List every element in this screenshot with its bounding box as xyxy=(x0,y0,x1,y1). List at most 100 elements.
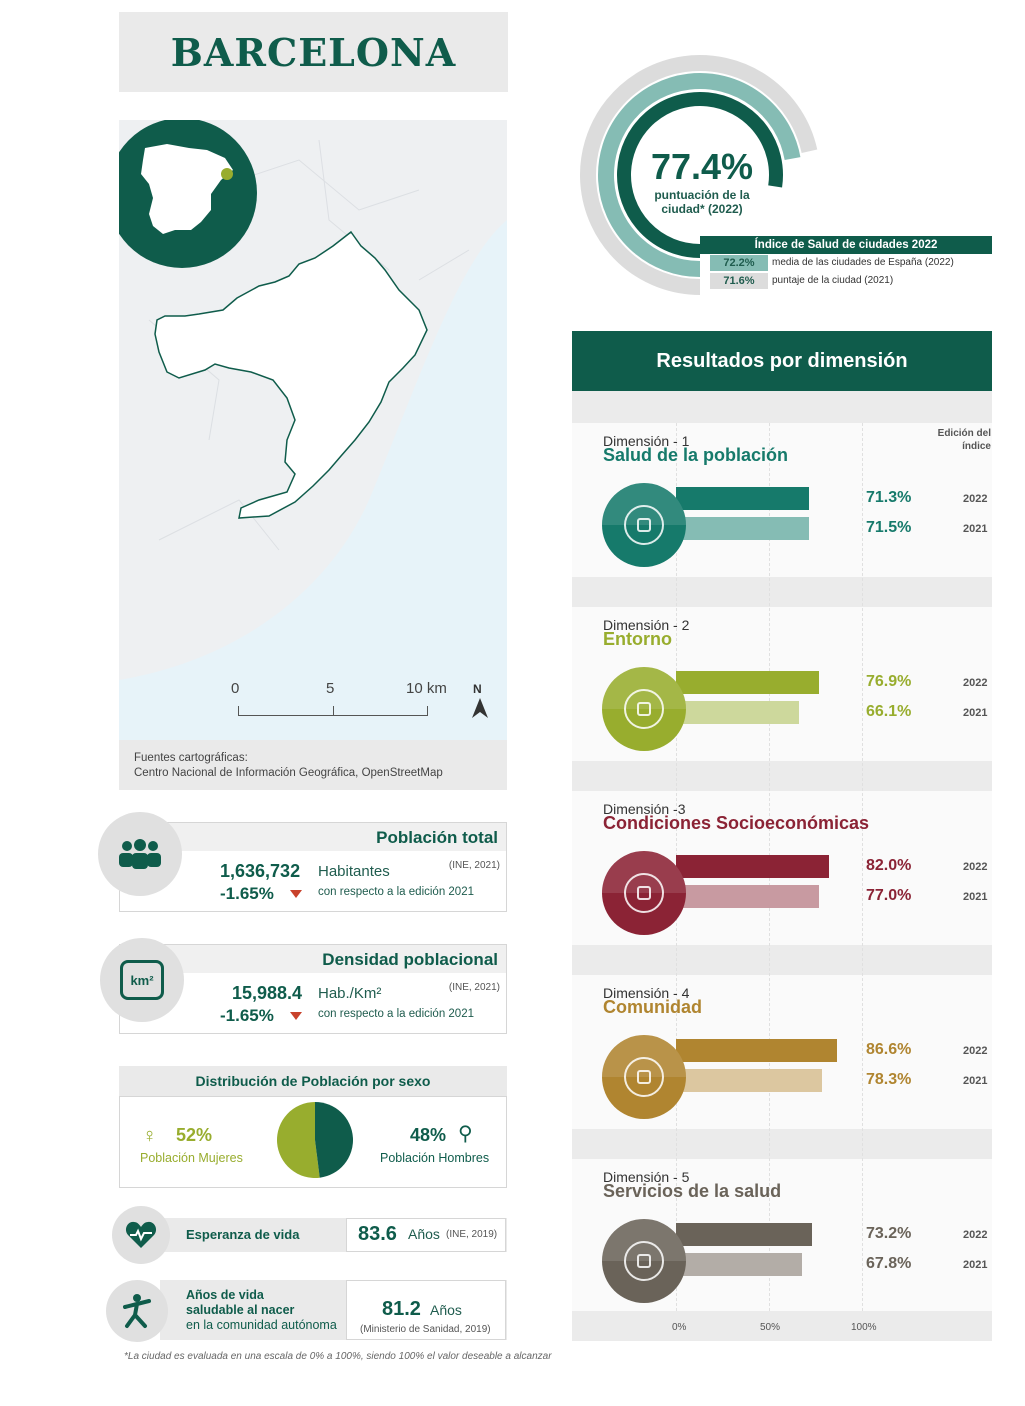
yoga-icon xyxy=(106,1280,168,1342)
value-label-2021: 67.8% xyxy=(866,1255,912,1272)
healthy-label-2: saludable al nacer xyxy=(186,1303,295,1317)
down-arrow-icon xyxy=(290,1012,302,1020)
index-rings xyxy=(575,50,825,300)
healthy-unit: Años xyxy=(430,1302,462,1318)
bar-2021 xyxy=(676,885,820,908)
life-label: Esperanza de vida xyxy=(186,1227,300,1242)
edition-label-2: índice xyxy=(962,441,991,452)
people-icon xyxy=(98,812,182,896)
bar-2022 xyxy=(676,1039,838,1062)
down-arrow-icon xyxy=(290,890,302,898)
year-label-2021: 2021 xyxy=(963,891,988,903)
population-change: -1.65% xyxy=(220,884,274,903)
dimension-name: Entorno xyxy=(603,629,672,649)
life-unit: Años xyxy=(408,1226,440,1242)
edition-label-1: Edición del xyxy=(937,428,991,439)
axis-tick-0: 0% xyxy=(672,1322,687,1333)
year-label-2021: 2021 xyxy=(963,1259,988,1271)
community-network-icon xyxy=(602,1035,686,1119)
results-title: Resultados por dimensión xyxy=(572,331,992,391)
value-label-2021: 66.1% xyxy=(866,703,912,720)
value-label-2021: 78.3% xyxy=(866,1071,912,1088)
life-value: 83.6 xyxy=(358,1223,397,1245)
money-cycle-icon xyxy=(602,851,686,935)
male-pct: 48% xyxy=(410,1125,447,1145)
density-source: (INE, 2021) xyxy=(448,982,500,993)
density-change: -1.65% xyxy=(220,1006,274,1025)
male-icon: ⚲ xyxy=(458,1123,473,1145)
scale-tick xyxy=(333,706,334,716)
dimension-label: Dimensión - 2 xyxy=(603,617,690,633)
map-source-line2: Centro Nacional de Información Geográfic… xyxy=(134,767,443,779)
life-source: (INE, 2019) xyxy=(446,1229,498,1240)
female-icon: ♀ xyxy=(142,1125,157,1147)
value-label-2021: 77.0% xyxy=(866,887,912,904)
pie-slice-male xyxy=(315,1102,353,1178)
city-2021-label: puntaje de la ciudad (2021) xyxy=(772,275,894,286)
density-card: Densidad poblacional 15,988.4 Hab./Km² (… xyxy=(119,944,507,1034)
value-label-2022: 86.6% xyxy=(866,1041,912,1058)
year-label-2022: 2022 xyxy=(963,677,988,689)
dimension-name: Servicios de la salud xyxy=(603,1181,782,1201)
healthy-label-3: en la comunidad autónoma xyxy=(186,1318,337,1332)
ring-spain-mean xyxy=(598,73,801,277)
ring-2022 xyxy=(617,92,783,258)
bar-2022 xyxy=(676,487,809,510)
heart-people-icon xyxy=(602,483,686,567)
health-services-icon xyxy=(602,1219,686,1303)
map-source-line1: Fuentes cartográficas: xyxy=(134,752,248,764)
sex-pie xyxy=(277,1102,353,1178)
healthy-value: 81.2 xyxy=(382,1298,421,1320)
year-label-2022: 2022 xyxy=(963,1045,988,1057)
population-source: (INE, 2021) xyxy=(448,860,500,871)
axis-tick-100: 100% xyxy=(851,1322,877,1333)
year-label-2021: 2021 xyxy=(963,707,988,719)
healthy-label-1: Años de vida xyxy=(186,1288,264,1302)
healthy-card: Años de vida saludable al nacer en la co… xyxy=(160,1280,507,1340)
map-svg xyxy=(119,129,507,740)
dimension-name: Comunidad xyxy=(603,997,702,1017)
ring-2021 xyxy=(580,55,818,295)
page-title: BARCELONA xyxy=(170,29,457,75)
index-legend-title: Índice de Salud de ciudades 2022 xyxy=(700,236,992,254)
pie-slice-female xyxy=(277,1102,320,1178)
spain-map-icon xyxy=(141,144,233,234)
dimension-label: Dimensión - 5 xyxy=(603,1169,690,1185)
spain-locator xyxy=(119,120,257,268)
life-card: Esperanza de vida 83.6 Años (INE, 2019) xyxy=(160,1218,507,1252)
index-score-label: puntuación de la ciudad* (2022) xyxy=(654,188,750,216)
density-title: Densidad poblacional xyxy=(322,950,498,969)
value-label-2022: 71.3% xyxy=(866,489,912,506)
density-change-label: con respecto a la edición 2021 xyxy=(318,1008,474,1020)
map-sources: Fuentes cartográficas: Centro Nacional d… xyxy=(119,740,507,790)
index-legend-row-spain: 72.2% media de las ciudades de España (2… xyxy=(700,255,992,271)
bar-2021 xyxy=(676,1069,822,1092)
spain-mean-label: media de las ciudades de España (2022) xyxy=(772,257,954,268)
axis-tick-50: 50% xyxy=(760,1322,781,1333)
north-arrow-icon xyxy=(471,698,489,723)
index-legend-row-2021: 71.6% puntaje de la ciudad (2021) xyxy=(700,273,992,289)
footnote: *La ciudad es evaluada en una escala de … xyxy=(124,1351,552,1362)
year-label-2022: 2022 xyxy=(963,493,988,505)
population-unit: Habitantes xyxy=(318,863,390,880)
index-ring-chart xyxy=(580,55,818,295)
density-value: 15,988.4 xyxy=(232,983,303,1003)
population-value: 1,636,732 xyxy=(220,861,301,881)
bar-2021 xyxy=(676,517,809,540)
value-label-2022: 82.0% xyxy=(866,857,912,874)
dimension-name: Condiciones Socioeconómicas xyxy=(603,813,870,833)
year-label-2022: 2022 xyxy=(963,861,988,873)
density-unit: Hab./Km² xyxy=(318,985,382,1002)
year-label-2021: 2021 xyxy=(963,1075,988,1087)
scale-label-0: 0 xyxy=(231,680,240,697)
population-title: Población total xyxy=(376,828,498,847)
value-label-2022: 73.2% xyxy=(866,1225,912,1242)
scale-label-10: 10 km xyxy=(406,680,447,697)
bar-2022 xyxy=(676,1223,813,1246)
dimension-label: Dimensión -3 xyxy=(603,801,686,817)
sex-card: ♀ 52% Población Mujeres 48% ⚲ Población … xyxy=(119,1096,507,1188)
population-card: Población total 1,636,732 Habitantes (IN… xyxy=(119,822,507,912)
dimension-label: Dimensión - 1 xyxy=(603,433,690,449)
bar-2021 xyxy=(676,1253,803,1276)
population-change-label: con respecto a la edición 2021 xyxy=(318,886,474,898)
